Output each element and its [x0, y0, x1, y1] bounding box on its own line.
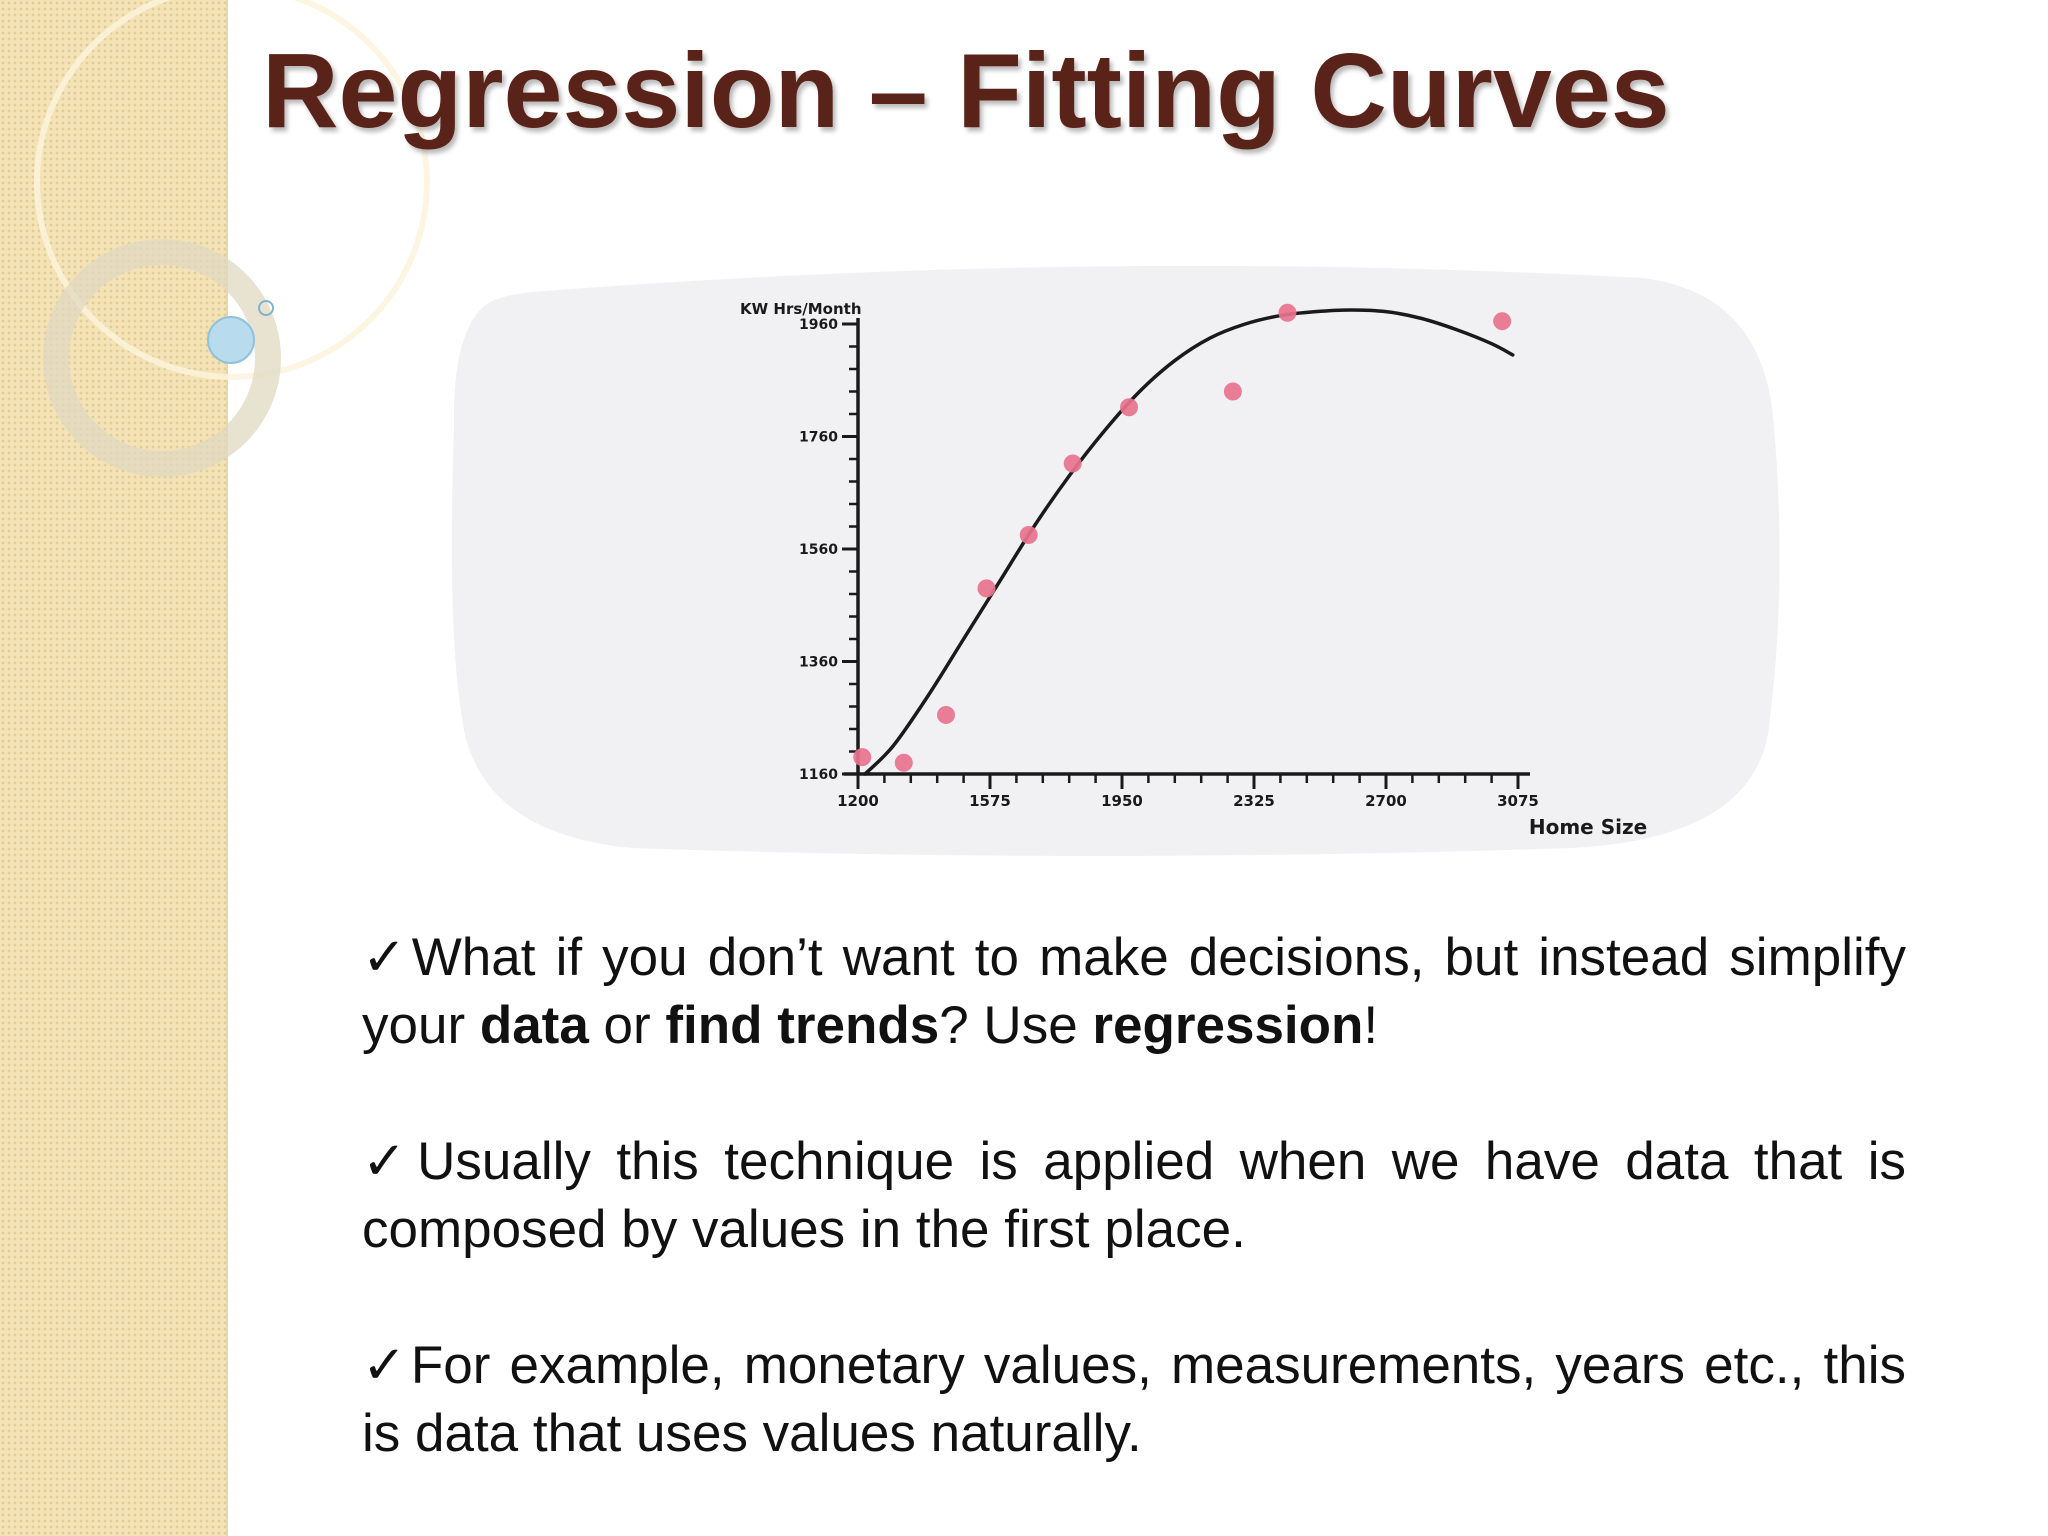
y-tick-label: 1560 [799, 542, 838, 558]
regression-curve [863, 308, 1515, 776]
x-tick-label: 1575 [969, 792, 1011, 810]
decorative-bubble-small [258, 300, 274, 316]
regression-chart-svg: 1160 1360 1560 1760 1960 1200 1575 1950 2325 2700… [451, 265, 1780, 856]
decorative-ring-medium [43, 239, 281, 477]
bullet-emphasis: data [479, 996, 589, 1055]
data-point [853, 748, 872, 767]
data-point [1019, 525, 1038, 544]
bullet-emphasis: regression [1092, 996, 1364, 1055]
data-point [894, 753, 913, 772]
data-point [1063, 454, 1082, 473]
bullet-text: For example, monetary values, measuremen… [362, 1336, 1906, 1463]
check-icon: ✓ [362, 928, 412, 987]
bullet-emphasis: find trends [665, 996, 940, 1055]
bullet-list: ✓What if you don’t want to make decision… [362, 924, 1906, 1468]
bullet-text: or [588, 996, 666, 1055]
x-tick-label: 2325 [1233, 792, 1275, 810]
x-axis-title: Home Size [1529, 815, 1647, 839]
bullet-text: ? Use [939, 996, 1093, 1055]
regression-chart: 1160 1360 1560 1760 1960 1200 1575 1950 2325 2700… [392, 248, 1792, 868]
x-tick-label: 1950 [1101, 792, 1143, 810]
y-tick-label: 1360 [799, 655, 838, 671]
check-icon: ✓ [362, 1132, 418, 1191]
y-tick-label: 1160 [799, 767, 838, 783]
data-point [977, 579, 996, 598]
bullet-item: ✓For example, monetary values, measureme… [362, 1332, 1906, 1468]
y-tick-label: 1760 [799, 430, 838, 446]
bullet-text: ! [1363, 996, 1379, 1055]
x-tick-label: 3075 [1497, 792, 1539, 810]
y-tick-label: 1960 [799, 317, 838, 333]
decorative-ring-large [34, 0, 430, 380]
bullet-text: Usually this technique is applied when w… [362, 1132, 1906, 1259]
chart-background-blob [451, 265, 1780, 856]
bullet-item: ✓What if you don’t want to make decision… [362, 924, 1906, 1060]
x-tick-label: 1200 [837, 792, 879, 810]
data-point [1493, 312, 1512, 331]
bullet-item: ✓Usually this technique is applied when … [362, 1128, 1906, 1264]
x-tick-label: 2700 [1365, 792, 1407, 810]
y-axis-title: KW Hrs/Month [740, 300, 862, 318]
check-icon: ✓ [362, 1336, 411, 1395]
decorative-rings [34, 0, 430, 477]
data-point [937, 705, 955, 724]
bullet-text: What if you don’t want to make decisions… [362, 928, 1906, 1055]
decorative-bubble [207, 316, 255, 364]
data-point [1223, 382, 1242, 401]
data-point [1278, 303, 1297, 322]
data-point [1120, 398, 1139, 417]
slide-title: Regression – Fitting Curves [262, 32, 1670, 150]
